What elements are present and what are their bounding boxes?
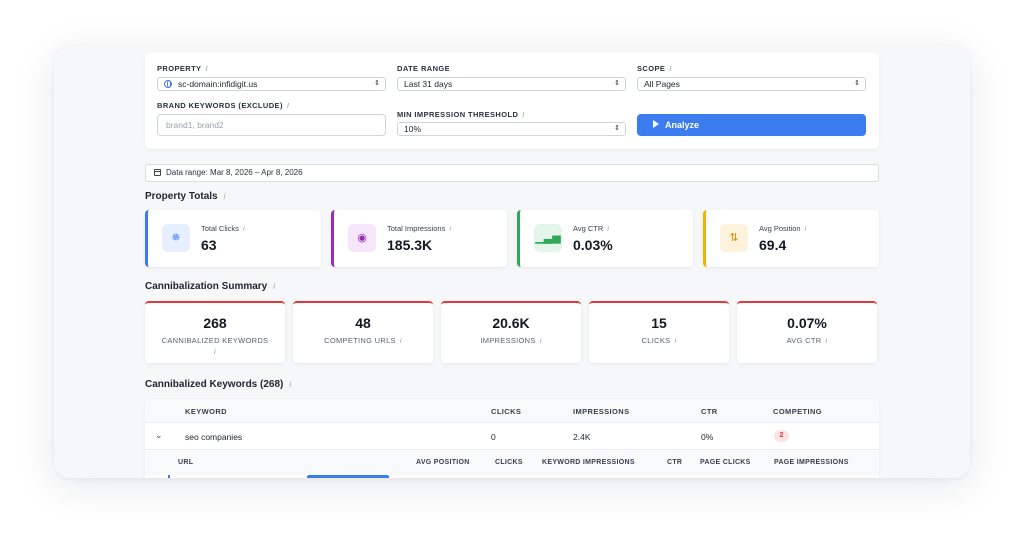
summary-card: 0.07% AVG CTR i xyxy=(737,301,877,363)
info-icon[interactable]: i xyxy=(674,336,677,345)
info-icon[interactable]: i xyxy=(539,336,542,345)
summary-card: 48 COMPETING URLS i xyxy=(293,301,433,363)
sub-table-row[interactable] xyxy=(167,475,867,478)
info-icon[interactable]: i xyxy=(242,224,245,233)
total-card-label: Avg CTR i xyxy=(573,224,609,233)
info-icon[interactable]: i xyxy=(214,347,216,356)
table-row[interactable]: ⌄ seo companies 0 2.4K 0% 2 xyxy=(145,424,879,450)
cannibalization-summary-title: Cannibalization Summary i xyxy=(145,281,276,292)
bar-chart-icon: ▁▃▅ xyxy=(534,224,562,252)
threshold-label: MIN IMPRESSION THRESHOLD i xyxy=(397,110,525,119)
sub-column-avg-position[interactable]: AVG POSITION xyxy=(416,459,470,466)
chevron-down-icon[interactable]: ⌄ xyxy=(155,430,163,440)
sub-column-keyword-impressions[interactable]: KEYWORD IMPRESSIONS xyxy=(542,459,635,466)
sub-column-page-clicks[interactable]: PAGE CLICKS xyxy=(700,459,751,466)
date-range-select[interactable]: Last 31 days ⇕ xyxy=(397,77,626,91)
property-select[interactable]: sc-domain:infidigit.us ⇕ xyxy=(157,77,386,91)
info-icon[interactable]: i xyxy=(286,101,290,110)
brand-keywords-label: BRAND KEYWORDS (EXCLUDE) i xyxy=(157,101,290,110)
info-icon[interactable]: i xyxy=(399,336,402,345)
brand-keywords-input[interactable]: brand1, brand2 xyxy=(157,114,386,136)
property-label: PROPERTY i xyxy=(157,64,208,73)
summary-card-label: AVG CTR i xyxy=(786,336,828,345)
data-range-bar: Data range: Mar 8, 2026 – Apr 8, 2026 xyxy=(145,164,879,182)
summary-card-label: COMPETING URLS i xyxy=(324,336,402,345)
column-header-competing[interactable]: COMPETING xyxy=(773,407,823,416)
info-icon[interactable]: i xyxy=(522,110,525,119)
info-icon[interactable]: i xyxy=(669,64,672,73)
column-header-ctr[interactable]: CTR xyxy=(701,407,718,416)
summary-card-value: 48 xyxy=(355,315,371,331)
clicks-cell: 0 xyxy=(491,432,496,442)
total-card-value: 69.4 xyxy=(759,237,787,253)
sub-column-page-impressions[interactable]: PAGE IMPRESSIONS xyxy=(774,459,849,466)
column-header-impressions[interactable]: IMPRESSIONS xyxy=(573,407,630,416)
scope-label: SCOPE i xyxy=(637,64,672,73)
column-header-clicks[interactable]: CLICKS xyxy=(491,407,522,416)
summary-card-label: CLICKS i xyxy=(641,336,677,345)
summary-card-value: 0.07% xyxy=(787,315,827,331)
total-card: ◉ Total Impressions i 185.3K xyxy=(331,210,507,267)
info-icon[interactable]: i xyxy=(607,224,609,233)
column-header-keyword[interactable]: KEYWORD xyxy=(185,407,227,416)
summary-card-value: 20.6K xyxy=(492,315,530,331)
total-card-value: 0.03% xyxy=(573,237,613,253)
impressions-cell: 2.4K xyxy=(573,432,591,442)
ctr-cell: 0% xyxy=(701,432,714,442)
total-card: ✵ Total Clicks i 63 xyxy=(145,210,321,267)
filter-panel: PROPERTY i sc-domain:infidigit.us ⇕ DATE R… xyxy=(145,52,879,149)
cannibalized-keywords-title: Cannibalized Keywords (268) i xyxy=(145,379,292,390)
info-icon[interactable]: i xyxy=(205,64,208,73)
summary-card-label: IMPRESSIONS i xyxy=(480,336,542,345)
sub-column-clicks[interactable]: CLICKS xyxy=(495,459,523,466)
sub-table-header: URL AVG POSITION CLICKS KEYWORD IMPRESSI… xyxy=(145,451,879,475)
info-icon[interactable]: i xyxy=(223,192,226,201)
sub-column-url[interactable]: URL xyxy=(178,459,194,466)
click-icon: ✵ xyxy=(162,224,190,252)
globe-icon xyxy=(164,80,172,88)
info-icon[interactable]: i xyxy=(289,380,292,389)
total-card: ▁▃▅ Avg CTR i 0.03% xyxy=(517,210,693,267)
total-card-label: Avg Position i xyxy=(759,224,807,233)
eye-icon: ◉ xyxy=(348,224,376,252)
app-window: PROPERTY i sc-domain:infidigit.us ⇕ DATE R… xyxy=(54,46,970,478)
keywords-table: KEYWORD CLICKS IMPRESSIONS CTR COMPETING… xyxy=(145,399,879,478)
chevron-updown-icon: ⇕ xyxy=(614,125,620,132)
total-card: ⇅ Avg Position i 69.4 xyxy=(703,210,879,267)
scope-select[interactable]: All Pages ⇕ xyxy=(637,77,866,91)
competing-badge: 2 xyxy=(774,430,789,442)
play-icon xyxy=(653,120,659,128)
sort-arrows-icon: ⇅ xyxy=(720,224,748,252)
summary-card-value: 15 xyxy=(651,315,667,331)
total-card-label: Total Clicks i xyxy=(201,224,245,233)
chevron-updown-icon: ⇕ xyxy=(374,80,380,87)
summary-card-value: 268 xyxy=(203,315,227,331)
info-icon[interactable]: i xyxy=(804,224,807,233)
url-highlight-bar xyxy=(307,475,389,478)
analyze-button[interactable]: Analyze xyxy=(637,114,866,136)
row-indicator xyxy=(168,475,170,478)
summary-card: 15 CLICKS i xyxy=(589,301,729,363)
info-icon[interactable]: i xyxy=(273,282,276,291)
date-range-label: DATE RANGE xyxy=(397,64,451,73)
property-totals-title: Property Totals i xyxy=(145,191,226,202)
total-card-label: Total Impressions i xyxy=(387,224,452,233)
threshold-select[interactable]: 10% ⇕ xyxy=(397,122,626,136)
calendar-icon xyxy=(154,169,161,176)
total-card-value: 185.3K xyxy=(387,237,433,253)
keyword-cell: seo companies xyxy=(185,432,243,442)
info-icon[interactable]: i xyxy=(825,336,828,345)
total-card-value: 63 xyxy=(201,237,217,253)
table-header: KEYWORD CLICKS IMPRESSIONS CTR COMPETING xyxy=(145,399,879,423)
chevron-updown-icon: ⇕ xyxy=(854,80,860,87)
summary-card-label: CANNIBALIZED KEYWORDS i xyxy=(161,336,269,356)
summary-card: 268 CANNIBALIZED KEYWORDS i xyxy=(145,301,285,363)
summary-card: 20.6K IMPRESSIONS i xyxy=(441,301,581,363)
chevron-updown-icon: ⇕ xyxy=(614,80,620,87)
sub-column-ctr[interactable]: CTR xyxy=(667,459,683,466)
info-icon[interactable]: i xyxy=(449,224,452,233)
